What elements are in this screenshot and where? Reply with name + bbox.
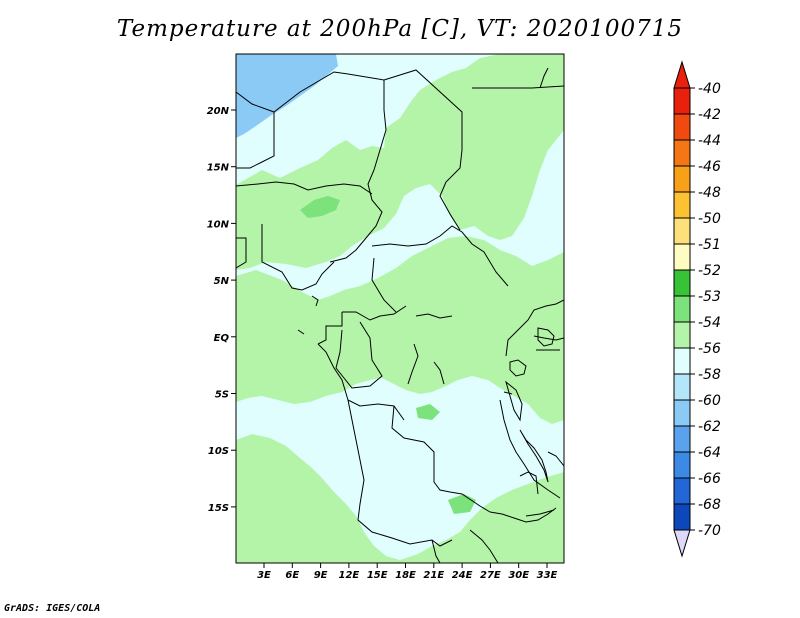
legend-swatch xyxy=(673,139,691,167)
legend-label: -51 xyxy=(698,237,721,253)
lat-tick-label: 15S xyxy=(208,503,229,514)
legend-label: -60 xyxy=(698,393,721,409)
legend-swatch xyxy=(673,451,691,479)
lon-tick-label: 33E xyxy=(537,570,558,581)
color-legend: -40 -42 -44 -46 -48 -50 -51 -52 -53 -54 -56 -58 -60 -… xyxy=(673,60,721,558)
legend-label: -46 xyxy=(698,159,721,175)
lon-tick-label: 18E xyxy=(395,570,416,581)
lat-tick-label: 15N xyxy=(207,163,230,174)
lat-tick-label: 5S xyxy=(215,390,229,401)
legend-swatch xyxy=(673,191,691,219)
legend-label: -70 xyxy=(698,523,721,539)
legend-label: -40 xyxy=(698,81,721,97)
lon-tick-label: 9E xyxy=(314,570,328,581)
legend-label: -66 xyxy=(698,471,721,487)
lat-tick-label: EQ xyxy=(214,333,230,344)
lon-tick-label: 3E xyxy=(257,570,271,581)
field-region-53-54-central xyxy=(236,236,564,424)
lon-tick-label: 6E xyxy=(285,570,299,581)
legend-swatch xyxy=(673,217,691,245)
field-region-52-53-patch xyxy=(300,196,340,218)
longitude-axis: 3E 6E 9E 12E 15E 18E 21E 24E 27E 30E 33E xyxy=(257,563,558,581)
map-title: Temperature at 200hPa [C], VT: 202010071… xyxy=(116,16,684,42)
legend-label: -44 xyxy=(698,133,721,149)
legend-swatch xyxy=(673,243,691,271)
grads-credit: GrADS: IGES/COLA xyxy=(4,603,101,614)
legend-swatch xyxy=(673,113,691,141)
field-region-53-54-west-coast xyxy=(236,300,318,396)
field-region-56-58 xyxy=(236,54,338,138)
lon-tick-label: 21E xyxy=(423,570,444,581)
latitude-axis: 20N 15N 10N 5N EQ 5S 10S 15S xyxy=(207,106,236,514)
lon-tick-label: 15E xyxy=(367,570,388,581)
lat-tick-label: 5N xyxy=(214,276,230,287)
lat-tick-label: 20N xyxy=(207,106,230,117)
legend-swatch xyxy=(673,425,691,453)
lon-tick-label: 12E xyxy=(339,570,360,581)
legend-swatch xyxy=(673,477,691,505)
legend-label: -50 xyxy=(698,211,721,227)
temperature-field xyxy=(236,54,564,563)
legend-swatch xyxy=(673,165,691,193)
legend-swatch xyxy=(673,347,691,375)
legend-label: -48 xyxy=(698,185,721,201)
lat-tick-label: 10N xyxy=(207,219,230,230)
legend-label: -58 xyxy=(698,367,721,383)
legend-swatch xyxy=(673,321,691,349)
legend-top-arrow xyxy=(673,60,691,89)
legend-bottom-arrow xyxy=(673,529,691,558)
legend-swatch xyxy=(673,295,691,323)
lat-tick-label: 10S xyxy=(208,446,229,457)
field-region-52-53-patch xyxy=(416,404,440,420)
legend-label: -62 xyxy=(698,419,721,435)
legend-swatch xyxy=(673,269,691,297)
field-region-53-54-south xyxy=(236,434,564,563)
legend-label: -42 xyxy=(698,107,721,123)
legend-label: -53 xyxy=(698,289,721,305)
lon-tick-label: 27E xyxy=(480,570,501,581)
lon-tick-label: 24E xyxy=(452,570,473,581)
lon-tick-label: 30E xyxy=(508,570,529,581)
legend-swatch xyxy=(673,399,691,427)
country-boundaries xyxy=(236,67,564,563)
legend-swatch xyxy=(673,503,691,531)
legend-swatch xyxy=(673,373,691,401)
legend-label: -52 xyxy=(698,263,721,279)
map-frame xyxy=(235,53,565,564)
legend-label: -54 xyxy=(698,315,721,331)
legend-label: -56 xyxy=(698,341,721,357)
legend-label: -68 xyxy=(698,497,721,513)
legend-label: -64 xyxy=(698,445,721,461)
legend-swatch xyxy=(673,87,691,115)
